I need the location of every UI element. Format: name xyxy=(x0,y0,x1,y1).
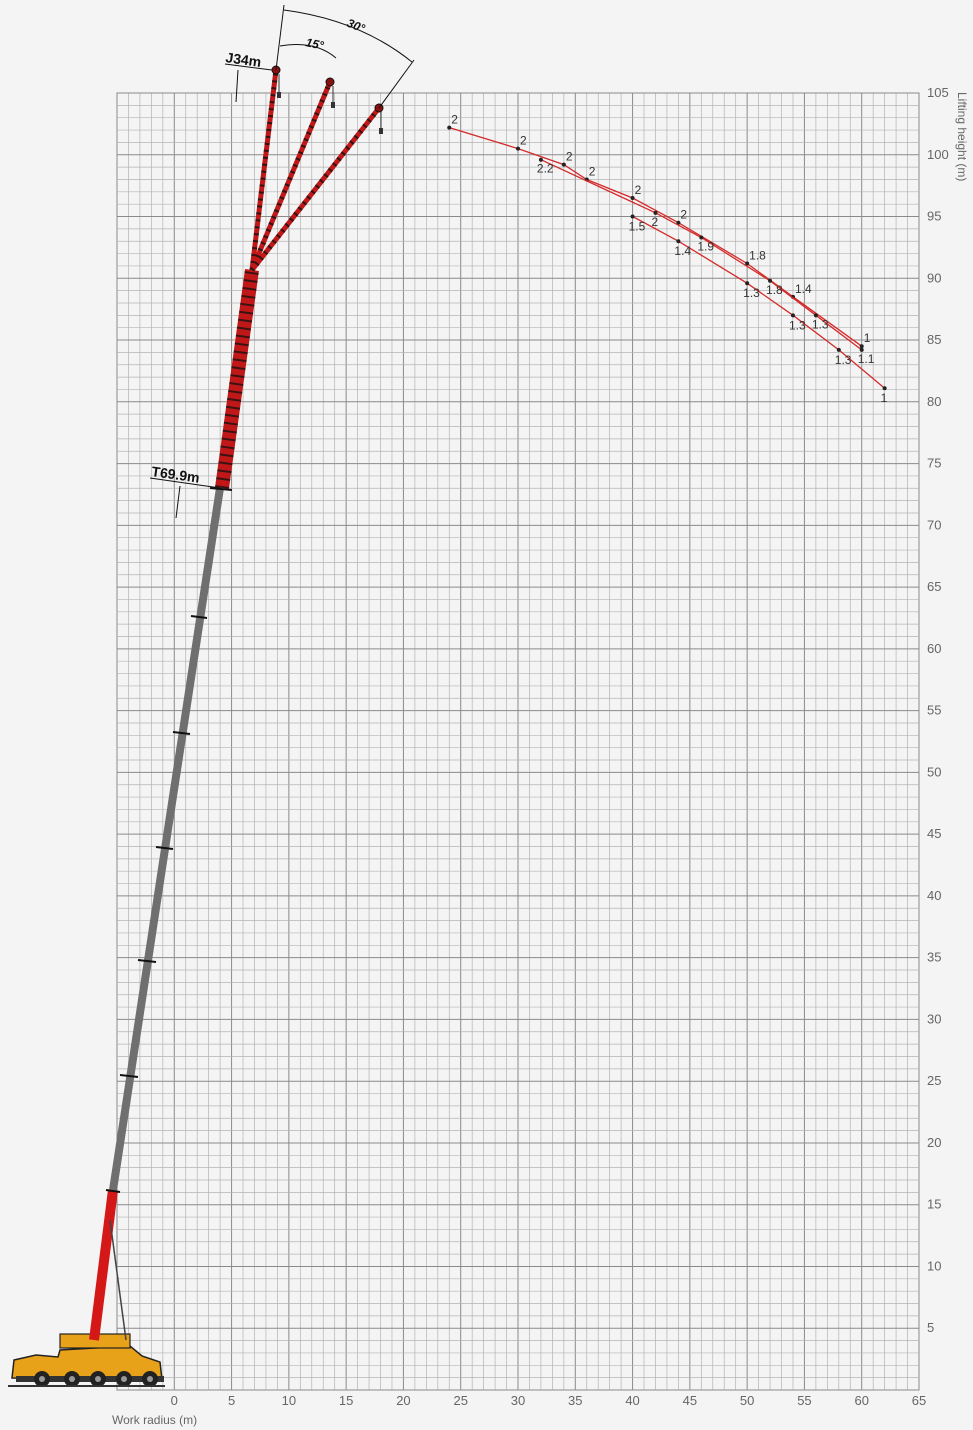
load-point xyxy=(859,347,864,352)
lattice-jib xyxy=(215,65,384,489)
y-tick-label: 40 xyxy=(927,888,941,903)
x-tick-label: 55 xyxy=(797,1393,811,1408)
y-tick-label: 5 xyxy=(927,1320,934,1335)
x-tick-label: 15 xyxy=(339,1393,353,1408)
offset-30-label: 30° xyxy=(345,16,367,36)
load-point-label: 1.1 xyxy=(858,352,875,366)
load-point xyxy=(836,347,841,352)
y-axis-label: Lifting height (m) xyxy=(955,92,969,181)
x-tick-label: 0 xyxy=(171,1393,178,1408)
load-curve-line xyxy=(632,215,886,389)
y-tick-label: 95 xyxy=(927,209,941,224)
load-point-label: 1.8 xyxy=(766,283,783,297)
y-tick-label: 45 xyxy=(927,826,941,841)
y-tick-label: 70 xyxy=(927,517,941,532)
y-tick-label: 65 xyxy=(927,579,941,594)
offset-15-label: 15° xyxy=(304,35,325,53)
load-point-label: 2 xyxy=(651,215,658,229)
load-point-label: 1.3 xyxy=(789,318,806,332)
load-point-label: 2 xyxy=(566,150,573,164)
length-pointers xyxy=(149,63,273,519)
x-axis-ticks: 0 5 10 15 20 25 30 35 40 45 50 55 60 65 xyxy=(171,1393,927,1408)
y-tick-label: 60 xyxy=(927,641,941,656)
y-tick-label: 50 xyxy=(927,764,941,779)
x-tick-label: 25 xyxy=(453,1393,467,1408)
load-point-label: 1.9 xyxy=(697,240,714,254)
load-point-label: 1.3 xyxy=(835,353,852,367)
y-tick-label: 85 xyxy=(927,332,941,347)
load-curves: 2 2 2 2 2 2 1.8 1.4 1 2.2 2 1.9 1.8 1.3 1.1 1.5 1.4 1.3 1.… xyxy=(447,113,888,405)
load-point xyxy=(538,157,543,162)
load-point-label: 1.8 xyxy=(749,248,766,262)
load-point-label: 1.4 xyxy=(795,282,812,296)
load-point xyxy=(745,261,750,266)
x-tick-label: 45 xyxy=(683,1393,697,1408)
load-point xyxy=(676,220,681,225)
load-point-label: 2 xyxy=(451,113,458,127)
y-tick-label: 25 xyxy=(927,1073,941,1088)
offset-angle-marks xyxy=(275,4,415,109)
load-curve-line xyxy=(540,159,863,351)
y-tick-label: 35 xyxy=(927,950,941,965)
load-point xyxy=(447,125,452,130)
x-tick-label: 65 xyxy=(912,1393,926,1408)
x-tick-label: 20 xyxy=(396,1393,410,1408)
x-tick-label: 35 xyxy=(568,1393,582,1408)
load-point-label: 2 xyxy=(520,134,527,148)
y-tick-label: 75 xyxy=(927,456,941,471)
load-point xyxy=(699,235,704,240)
y-tick-label: 30 xyxy=(927,1011,941,1026)
load-point-label: 2 xyxy=(635,183,642,197)
boom-length-label: T69.9m xyxy=(151,463,201,486)
load-point-label: 1.5 xyxy=(629,220,646,234)
load-point-label: 1.4 xyxy=(674,244,691,258)
load-point xyxy=(516,146,520,151)
load-point-label: 1.3 xyxy=(743,286,760,300)
load-point-label: 2 xyxy=(589,164,596,178)
load-point-label: 2.2 xyxy=(537,162,554,176)
load-point xyxy=(630,195,635,200)
load-point xyxy=(561,162,566,167)
x-tick-label: 10 xyxy=(282,1393,296,1408)
x-axis-label: Work radius (m) xyxy=(112,1413,197,1427)
load-point xyxy=(745,281,750,286)
telescopic-boom xyxy=(89,487,233,1341)
x-tick-label: 40 xyxy=(625,1393,639,1408)
y-tick-label: 90 xyxy=(927,270,941,285)
x-tick-label: 60 xyxy=(854,1393,868,1408)
y-tick-label: 55 xyxy=(927,703,941,718)
load-point-label: 1 xyxy=(881,391,888,405)
y-tick-label: 10 xyxy=(927,1258,941,1273)
y-tick-label: 20 xyxy=(927,1135,941,1150)
load-point xyxy=(813,313,818,318)
load-point-label: 1 xyxy=(864,331,871,345)
x-tick-label: 50 xyxy=(740,1393,754,1408)
crane-carrier xyxy=(8,1333,165,1387)
y-axis-ticks: 5 10 15 20 25 30 35 40 45 50 55 60 65 70 75 80 85 90 95 100… xyxy=(927,85,949,1335)
x-tick-label: 30 xyxy=(511,1393,525,1408)
y-tick-label: 15 xyxy=(927,1197,941,1212)
x-tick-label: 5 xyxy=(228,1393,235,1408)
y-tick-label: 100 xyxy=(927,147,949,162)
load-point xyxy=(630,214,635,219)
load-point xyxy=(768,278,773,283)
load-point-label: 1.3 xyxy=(812,317,829,331)
load-point-label: 2 xyxy=(680,208,687,222)
y-tick-label: 80 xyxy=(927,394,941,409)
load-point xyxy=(859,344,864,349)
load-point xyxy=(790,313,795,318)
crane-illustration xyxy=(8,4,415,1387)
y-tick-label: 105 xyxy=(927,85,949,100)
load-point xyxy=(676,239,681,244)
load-point xyxy=(653,210,658,215)
jib-length-label: J34m xyxy=(225,49,263,70)
load-point xyxy=(882,386,887,391)
